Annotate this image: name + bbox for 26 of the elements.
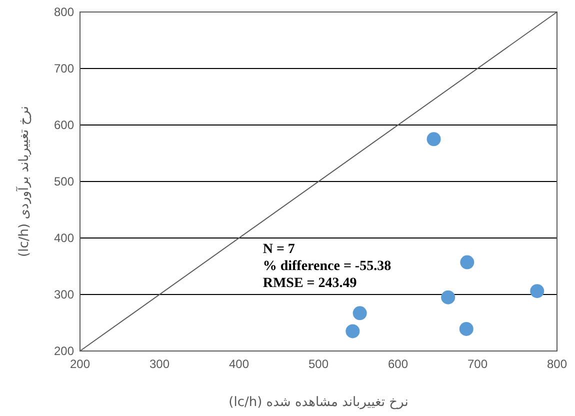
point xyxy=(352,306,367,320)
point xyxy=(441,290,456,304)
x-tick-label: 700 xyxy=(467,357,488,371)
y-tick-label: 500 xyxy=(54,174,74,188)
point xyxy=(346,324,360,338)
x-tick-label: 500 xyxy=(308,357,329,371)
x-axis-title: نرخ تغییرباند مشاهده شده (lc/h) xyxy=(228,395,408,410)
annotation: RMSE = 243.49 xyxy=(262,276,357,291)
x-tick-label: 300 xyxy=(149,357,170,371)
y-tick-label: 400 xyxy=(54,231,74,245)
annotation: N = 7 xyxy=(262,242,295,257)
point xyxy=(426,132,441,146)
y-axis-title: نرخ تغییرباند برآوردی (lc/h) xyxy=(15,106,32,257)
y-tick-label: 700 xyxy=(54,62,74,76)
y-tick-label: 300 xyxy=(54,288,74,302)
annotation: % difference = -55.38 xyxy=(262,259,392,274)
x-tick-label: 400 xyxy=(228,357,250,371)
y-tick-label: 600 xyxy=(54,118,74,132)
x-tick-label: 800 xyxy=(546,357,568,371)
point xyxy=(530,284,544,298)
x-tick-label: 600 xyxy=(388,357,408,371)
y-tick-label: 800 xyxy=(54,5,74,19)
point xyxy=(460,255,474,270)
point xyxy=(459,322,474,336)
x-tick-label: 200 xyxy=(70,357,90,371)
y-tick-label: 200 xyxy=(54,344,74,358)
